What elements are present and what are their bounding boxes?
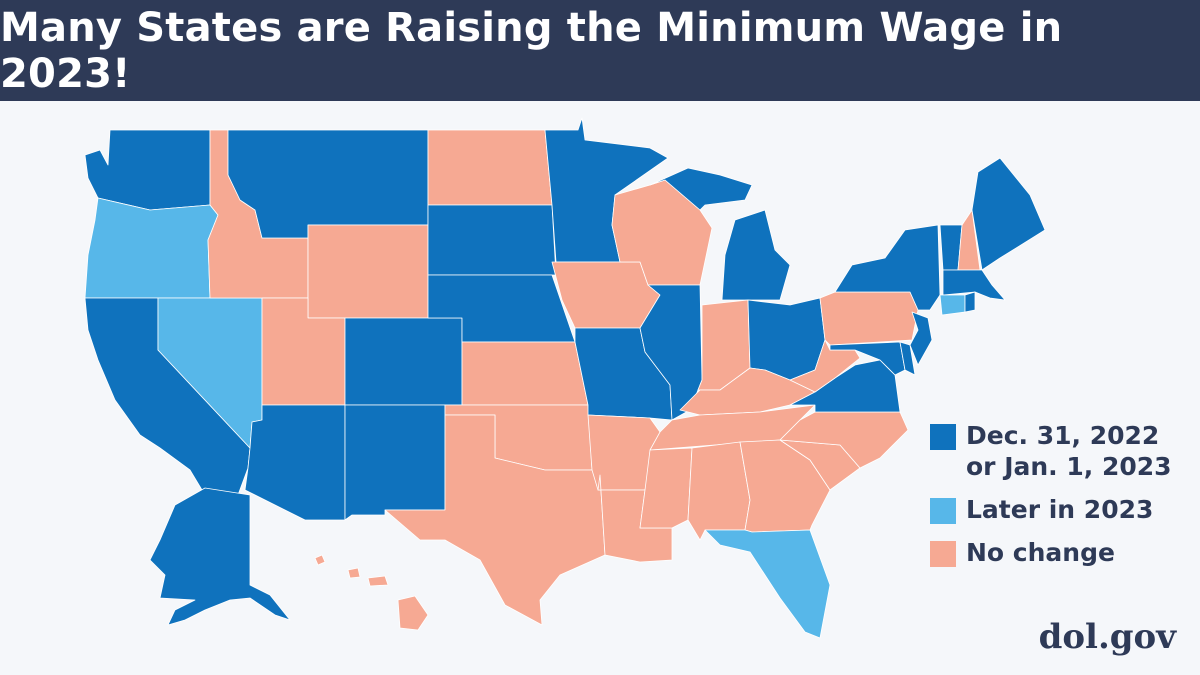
state-RI — [964, 291, 976, 313]
state-AL — [687, 441, 751, 541]
title-banner: Many States are Raising the Minimum Wage… — [0, 0, 1200, 101]
page-title: Many States are Raising the Minimum Wage… — [0, 4, 1063, 97]
state-MT — [227, 129, 429, 239]
state-IL — [639, 284, 703, 421]
state-MA — [942, 269, 1006, 301]
state-MI-lower — [721, 209, 791, 301]
state-AZ — [244, 404, 346, 521]
state-HI-4 — [397, 595, 429, 631]
state-NM — [344, 404, 446, 521]
legend-swatch-early — [930, 424, 956, 450]
legend-label-later: Later in 2023 — [966, 495, 1154, 524]
state-DE — [899, 341, 916, 376]
state-ME — [971, 157, 1046, 271]
state-CT — [939, 294, 966, 316]
state-FL — [704, 529, 831, 639]
legend-swatch-none — [930, 541, 956, 567]
state-HI-2 — [347, 567, 361, 579]
legend-label-none: No change — [966, 538, 1115, 567]
state-SD — [427, 204, 557, 276]
state-NC — [779, 411, 909, 469]
state-CO — [344, 317, 463, 406]
state-HI-3 — [367, 575, 389, 587]
state-PA — [819, 291, 919, 346]
state-KS — [461, 341, 589, 406]
state-TX — [384, 414, 606, 626]
legend-label-early: Dec. 31, 2022 or Jan. 1, 2023 — [966, 421, 1172, 481]
state-WA — [84, 129, 211, 211]
map-legend: Dec. 31, 2022 or Jan. 1, 2023 Later in 2… — [930, 420, 1195, 580]
state-AK — [149, 487, 291, 626]
legend-item-none: No change — [930, 537, 1195, 568]
legend-item-later: Later in 2023 — [930, 494, 1195, 525]
state-VA — [789, 359, 901, 413]
state-ND — [427, 129, 553, 206]
state-MN — [544, 117, 669, 263]
site-logo-text: dol.gov — [1038, 617, 1176, 657]
state-HI-1 — [314, 554, 326, 566]
state-OR — [84, 197, 219, 299]
state-NY — [834, 224, 941, 311]
us-state-map — [84, 117, 1046, 639]
legend-swatch-later — [930, 498, 956, 524]
state-MI — [649, 167, 753, 211]
state-WY — [307, 224, 429, 319]
legend-item-early: Dec. 31, 2022 or Jan. 1, 2023 — [930, 420, 1195, 482]
state-NJ — [909, 311, 933, 366]
state-OH — [747, 297, 826, 381]
